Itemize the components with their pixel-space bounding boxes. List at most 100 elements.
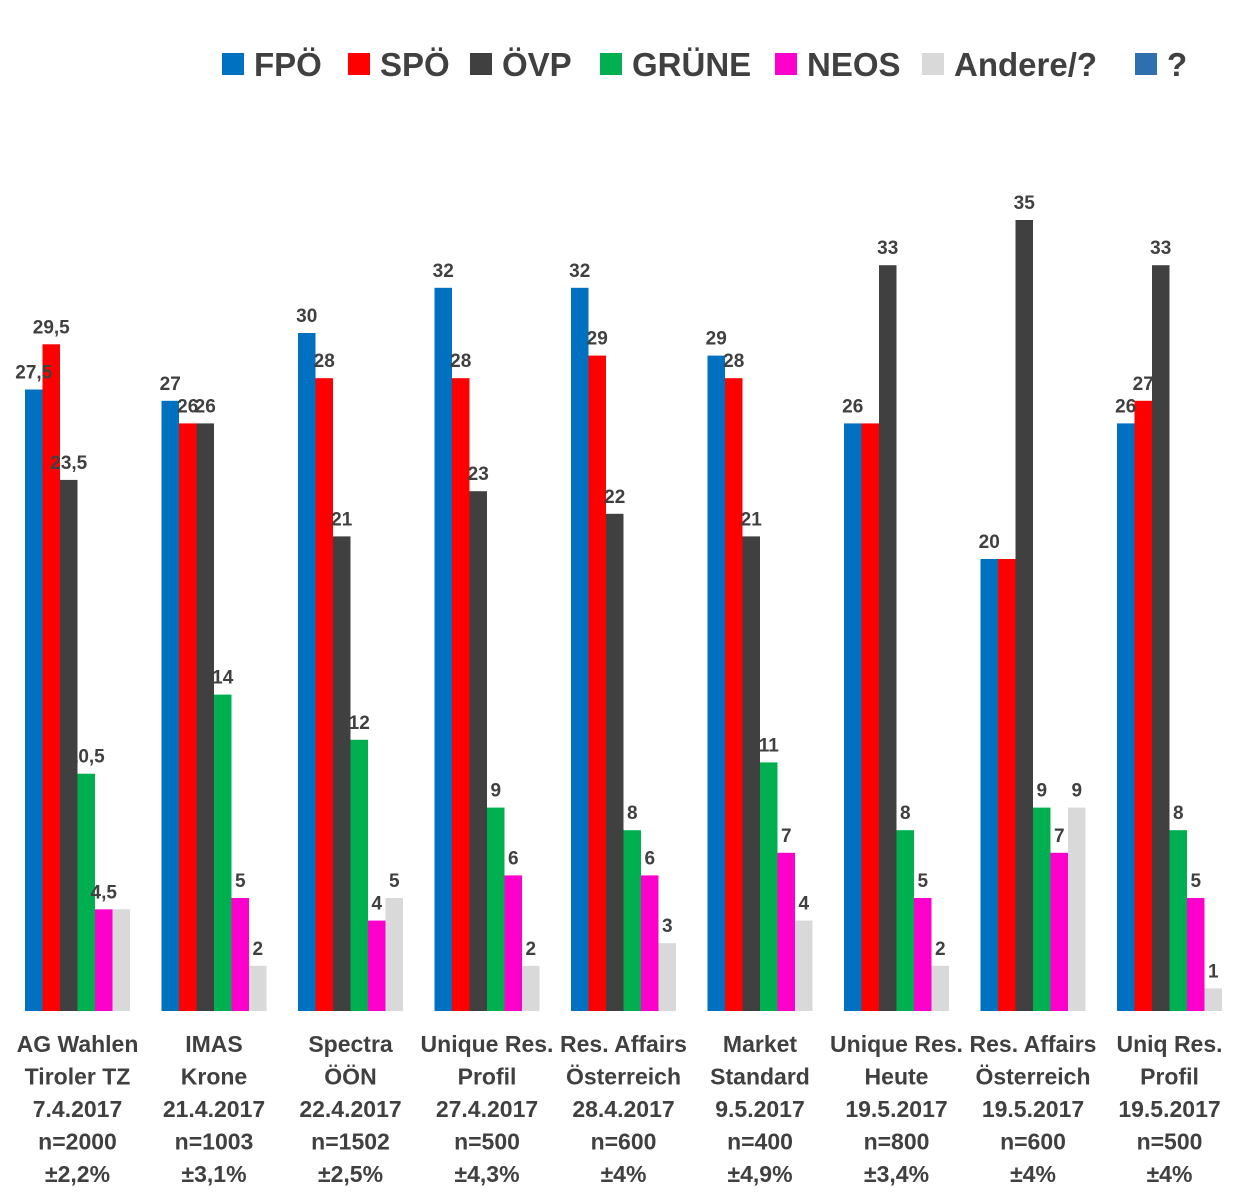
bar [77,773,95,1011]
bar [742,536,760,1011]
bar [1015,220,1033,1011]
value-label: 3 [662,916,673,937]
bar [1117,423,1135,1011]
bar [196,423,214,1011]
value-label: 26 [842,396,863,417]
bar [1187,898,1205,1011]
legend-label: NEOS [807,46,901,83]
category-label: n=1003 [175,1129,254,1155]
value-label: 5 [917,871,928,892]
category-label: ±4% [1010,1161,1056,1187]
value-label: 27 [1133,374,1154,395]
value-label: 27 [160,374,181,395]
category-label: Österreich [566,1064,681,1090]
category-label: Res. Affairs [970,1031,1097,1057]
value-label: 1 [1208,961,1219,982]
bar [214,694,232,1011]
bar [95,909,113,1011]
category-label: 22.4.2017 [299,1096,401,1122]
bar [641,875,659,1011]
category-label: n=500 [1137,1129,1203,1155]
legend-swatch [922,53,944,75]
value-label: 32 [569,261,590,282]
bar [504,875,522,1011]
category-label: n=800 [864,1129,930,1155]
value-label: 8 [900,803,911,824]
bar [861,423,879,1011]
bar [1169,830,1187,1011]
value-label: 26 [177,396,198,417]
value-label: 5 [235,871,246,892]
bar [179,423,197,1011]
value-label: 33 [877,238,898,259]
legend-swatch [470,53,492,75]
value-label: 5 [389,871,400,892]
value-label: 29,5 [33,317,70,338]
bar [522,965,540,1011]
bar [298,333,316,1011]
value-label: 11 [759,735,780,756]
value-label: 5 [1190,871,1201,892]
bar [896,830,914,1011]
chart-legend: FPÖ SPÖ ÖVP GRÜNE NEOS Andere/?? [222,46,1187,83]
value-label: 33 [1150,238,1171,259]
legend-label: ? [1167,46,1187,83]
bar [1134,400,1152,1011]
category-label: Tiroler TZ [25,1064,131,1090]
chart-category-labels: AG Wahlen Tiroler TZ 7.4.2017 n=2000 ±2,2% IM… [17,1031,1223,1187]
bar [434,287,452,1011]
bar [161,400,179,1011]
category-label: AG Wahlen [17,1031,139,1057]
category-label: 27.4.2017 [436,1096,538,1122]
bar [1050,852,1068,1011]
bar [725,378,743,1011]
value-label: 4,5 [91,882,118,903]
bar [777,852,795,1011]
bar [606,513,624,1011]
bar [795,920,813,1011]
bar [231,898,249,1011]
value-label: 29 [587,329,608,350]
legend-label: SPÖ [380,46,450,83]
category-label: ±4,9% [727,1161,792,1187]
value-label: 4 [798,894,809,915]
category-label: ±4,3% [454,1161,519,1187]
legend-swatch [222,53,244,75]
category-label: Spectra [308,1031,393,1057]
bar [60,479,78,1011]
bar [315,378,333,1011]
bar [658,943,676,1011]
legend-label: Andere/? [954,46,1097,83]
legend-swatch [1135,53,1157,75]
value-label: 30 [296,306,317,327]
legend-label: ÖVP [502,46,572,83]
chart-bars [25,220,1222,1012]
legend-swatch [600,53,622,75]
category-label: n=600 [1000,1129,1066,1155]
bar [571,287,589,1011]
category-label: 19.5.2017 [982,1096,1084,1122]
bar [1204,988,1222,1011]
bar [25,389,43,1011]
category-label: Österreich [975,1064,1090,1090]
bar [112,909,130,1011]
category-label: n=1502 [311,1129,390,1155]
bar [368,920,386,1011]
value-label: 29 [706,329,727,350]
category-label: Standard [710,1064,810,1090]
value-label: 2 [525,939,536,960]
category-label: 19.5.2017 [845,1096,947,1122]
value-label: 26 [1115,396,1136,417]
bar [469,491,487,1011]
value-label: 27,5 [15,363,52,384]
category-label: ±3,4% [864,1161,929,1187]
value-label: 28 [314,351,335,372]
bar [350,739,368,1011]
bar [385,898,403,1011]
bar [249,965,267,1011]
category-label: Profil [1140,1064,1199,1090]
category-label: 28.4.2017 [572,1096,674,1122]
value-label: 21 [331,509,353,530]
legend-swatch [775,53,797,75]
